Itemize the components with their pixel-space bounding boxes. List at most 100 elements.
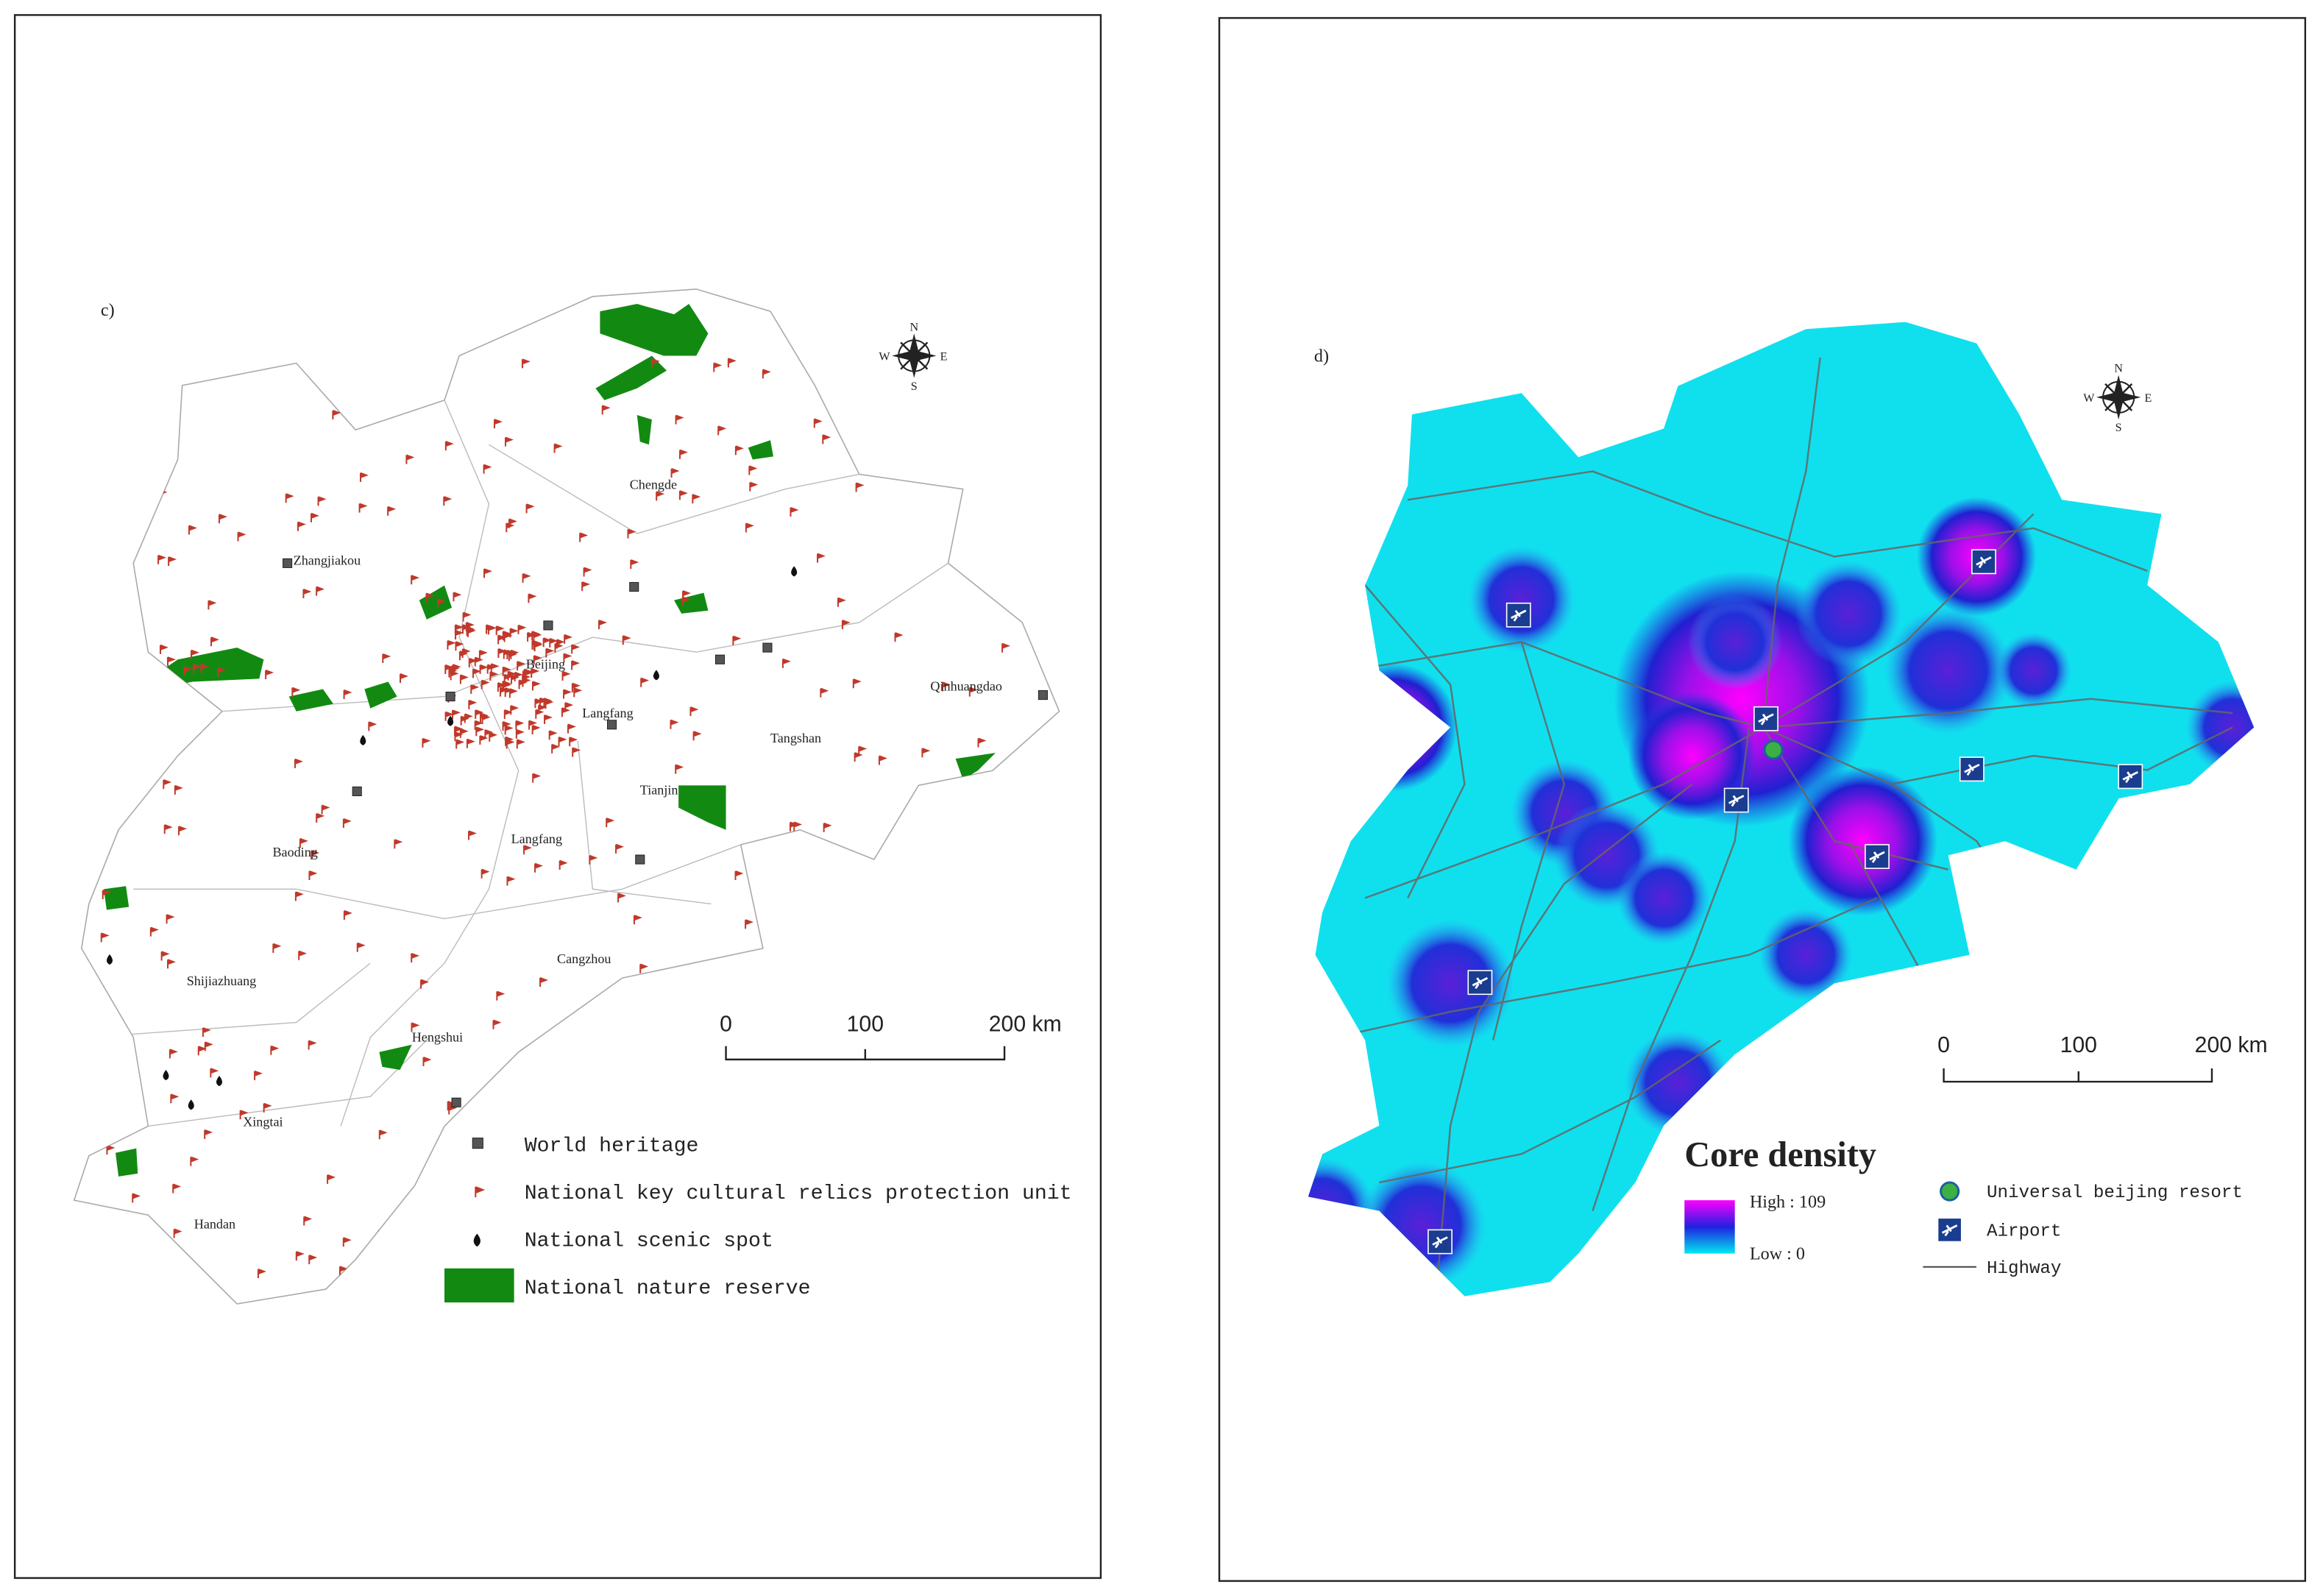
relic-marker <box>606 817 615 828</box>
relic-marker <box>486 664 496 674</box>
city-label: Tianjin <box>640 782 678 797</box>
relic-marker <box>977 737 987 748</box>
relic-marker <box>487 625 497 635</box>
airport-plane <box>1472 976 1489 990</box>
relic-marker <box>509 628 519 638</box>
scale-label: 200 km <box>989 1012 1062 1037</box>
relic-marker <box>470 684 480 694</box>
relic-marker <box>308 1255 318 1265</box>
relic-marker <box>316 812 325 823</box>
relic-marker <box>678 490 688 500</box>
city-label: Zhangjiakou <box>294 553 361 567</box>
relic-marker <box>734 870 744 881</box>
relic-marker <box>528 593 537 603</box>
compass-label: S <box>2115 422 2122 434</box>
relic-marker <box>561 707 570 717</box>
relic-marker <box>444 441 454 451</box>
city-label: Hengshui <box>412 1030 463 1045</box>
relic-marker <box>502 721 511 731</box>
legend-title: Core density <box>1684 1135 1876 1174</box>
legend-symbol <box>472 1138 483 1149</box>
relic-marker <box>615 843 624 854</box>
relic-marker <box>478 650 488 660</box>
relic-marker <box>762 369 771 379</box>
density-low-label: Low : 0 <box>1750 1244 1805 1264</box>
scale-bar: 0 100 200 km <box>720 1012 1062 1061</box>
relic-marker <box>493 419 503 429</box>
relic-marker <box>321 804 330 815</box>
relic-marker <box>208 600 217 610</box>
relic-marker <box>459 728 469 738</box>
relic-marker <box>472 668 481 678</box>
relic-marker <box>670 719 679 729</box>
relic-marker <box>549 637 558 648</box>
relic-marker <box>239 1110 249 1120</box>
scale-label: 200 km <box>2195 1033 2268 1057</box>
relic-marker <box>823 822 832 832</box>
heritage-marker <box>762 642 773 653</box>
relic-marker <box>168 556 177 567</box>
city-label: Shijiazhuang <box>187 973 257 988</box>
relic-marker <box>528 720 538 730</box>
relic-marker <box>163 824 173 834</box>
relic-marker <box>640 677 650 687</box>
relic-marker <box>163 779 172 790</box>
relic-marker <box>425 592 435 603</box>
relic-marker <box>394 839 403 849</box>
relic-marker <box>106 1144 116 1155</box>
airport-marker <box>1505 602 1531 628</box>
relic-marker <box>745 919 754 929</box>
city-label: Qinhuangdao <box>930 679 1002 694</box>
relic-marker <box>569 737 578 747</box>
relic-marker <box>483 464 492 474</box>
relic-marker <box>544 714 553 725</box>
relic-marker <box>502 666 511 676</box>
airport-plane <box>1511 609 1527 622</box>
relic-marker <box>622 635 631 645</box>
relic-marker <box>157 554 167 564</box>
relic-marker <box>200 663 210 673</box>
relic-marker <box>650 358 660 369</box>
relic-marker <box>525 503 535 514</box>
resort-marker <box>1763 740 1784 760</box>
relic-marker <box>539 976 548 987</box>
compass-label: N <box>2114 363 2123 375</box>
legend-symbol <box>473 1233 480 1247</box>
relic-marker <box>561 670 571 681</box>
relic-marker <box>455 641 464 651</box>
scale-label: 100 <box>847 1012 884 1037</box>
density-blob <box>1788 766 1938 916</box>
relic-marker <box>675 414 684 425</box>
region-contents <box>74 304 1051 1305</box>
relic-marker <box>343 909 352 920</box>
panel-label: d) <box>1314 347 1329 366</box>
compass: N S E W <box>879 321 947 393</box>
relic-marker <box>358 503 368 513</box>
relic-marker <box>460 715 469 726</box>
relic-marker <box>579 532 589 542</box>
relic-marker <box>813 418 823 428</box>
relic-marker <box>298 950 308 960</box>
heritage-marker <box>1038 690 1048 701</box>
relic-marker <box>734 445 744 455</box>
compass-star <box>2104 383 2133 411</box>
legend-label: National scenic spot <box>525 1230 773 1253</box>
relic-marker <box>749 481 759 492</box>
relic-marker <box>820 687 829 698</box>
legend: World heritage National key cultural rel… <box>444 1135 1072 1303</box>
relic-marker <box>458 650 468 661</box>
relic-marker <box>159 644 169 654</box>
relic-marker <box>448 1104 458 1115</box>
heritage-marker <box>543 620 553 631</box>
airport-marker <box>2118 764 2143 790</box>
relic-marker <box>531 681 541 691</box>
density-blob <box>1995 631 2072 709</box>
relic-marker <box>522 572 531 583</box>
relic-marker <box>174 784 183 795</box>
relic-marker <box>727 358 737 368</box>
scenic-marker <box>188 1099 194 1110</box>
relic-marker <box>516 739 525 749</box>
relic-marker <box>515 728 525 739</box>
city-label: Baoding <box>272 845 317 859</box>
city-label: Langfang <box>511 831 562 846</box>
